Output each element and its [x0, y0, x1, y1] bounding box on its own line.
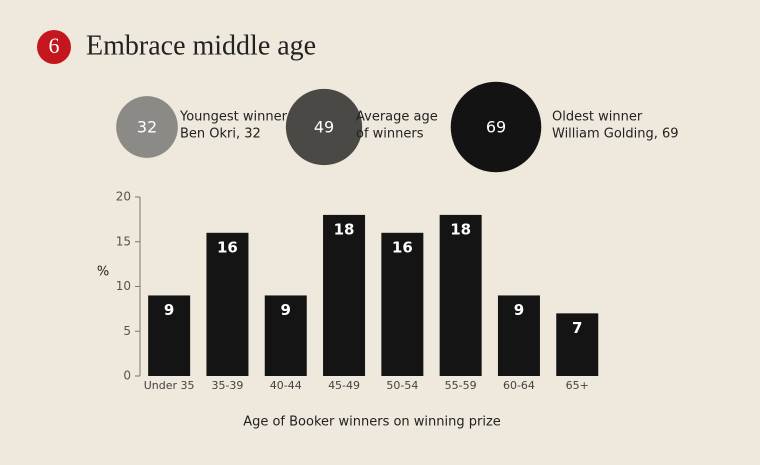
x-tick-label: 60-64 [503, 379, 535, 392]
data-label: 18 [334, 220, 355, 238]
x-tick-label: 65+ [566, 379, 589, 392]
data-label: 16 [392, 238, 413, 256]
data-label: 16 [217, 238, 238, 256]
bar [148, 295, 191, 376]
bar [497, 295, 540, 376]
stat-value: 32 [137, 118, 157, 137]
title: Embrace middle age [86, 30, 316, 61]
stat-circle [450, 81, 542, 173]
y-axis-label: % [97, 265, 109, 280]
x-tick-label: 55-59 [445, 379, 477, 392]
stat-text: Ben Okri, 32 [180, 127, 261, 142]
stat-text: William Golding, 69 [552, 127, 679, 142]
data-label: 9 [164, 301, 174, 319]
y-tick-label: 5 [123, 324, 131, 338]
x-tick-label: 40-44 [270, 379, 302, 392]
bar [439, 214, 482, 376]
y-tick-label: 20 [116, 190, 131, 204]
x-tick-label: Under 35 [144, 379, 195, 392]
bar [206, 232, 249, 376]
x-tick-label: 50-54 [386, 379, 418, 392]
stat-circle [285, 88, 363, 166]
x-tick-label: 35-39 [211, 379, 243, 392]
bar [323, 214, 366, 376]
stat-circle [116, 96, 178, 158]
y-tick-label: 0 [123, 369, 131, 383]
data-label: 9 [514, 301, 524, 319]
bar [264, 295, 307, 376]
data-label: 9 [281, 301, 291, 319]
data-label: 18 [450, 220, 471, 238]
stat-value: 49 [314, 118, 334, 137]
data-label: 7 [572, 319, 582, 337]
y-tick-label: 10 [116, 279, 131, 293]
bar [381, 232, 424, 376]
bar [556, 313, 599, 376]
x-tick-label: 45-49 [328, 379, 360, 392]
badge-circle [37, 30, 71, 64]
stat-text: Youngest winner [179, 110, 288, 125]
x-axis-label: Age of Booker winners on winning prize [243, 415, 501, 430]
stat-text: of winners [356, 127, 424, 142]
stat-text: Average age [356, 110, 438, 125]
badge-number: 6 [49, 33, 60, 58]
y-tick-label: 15 [116, 234, 131, 248]
stat-text: Oldest winner [552, 110, 643, 125]
stat-value: 69 [486, 118, 506, 137]
